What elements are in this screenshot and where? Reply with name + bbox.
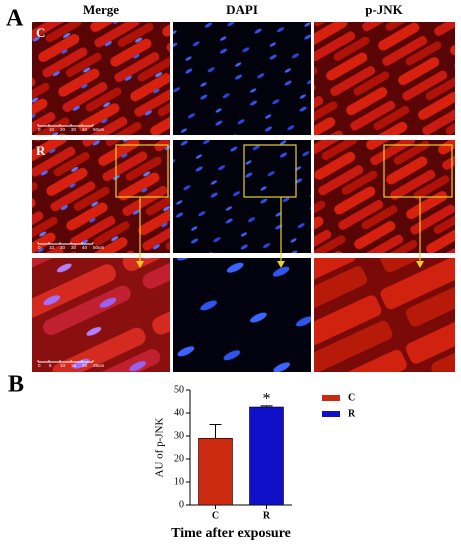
scale-bars: 0 10 20 30 40 50um 0 10 20 30 40 50um 0 5 10 15 20 25um: [37, 124, 105, 368]
scale-label: 10: [49, 127, 55, 132]
error-bar: [260, 405, 273, 408]
y-tick-label: 0: [179, 499, 184, 510]
panel-label: A: [6, 6, 24, 32]
scale-label: 30: [71, 245, 77, 250]
scale-label: 0: [38, 245, 41, 250]
scale-label: 20: [82, 363, 88, 368]
x-axis-label: Time after exposure: [171, 526, 291, 541]
scale-label: 5: [49, 363, 52, 368]
scale-label: 50um: [93, 245, 105, 250]
significance: *: [263, 391, 271, 408]
scale-label: 40: [82, 127, 88, 132]
scale-label: 30: [71, 127, 77, 132]
column-title: p-JNK: [365, 2, 403, 17]
bar-chart: AU of p-JNK Time after exposure 0 10 20 30 4…: [154, 384, 356, 541]
image: [173, 22, 311, 135]
row-label: C: [36, 25, 45, 40]
scale-label: 0: [38, 363, 41, 368]
image: [32, 22, 170, 135]
scale-label: 50um: [93, 127, 105, 132]
row-label: R: [36, 143, 46, 158]
scale-label: 20: [60, 127, 66, 132]
scale-label: 10: [60, 363, 66, 368]
y-tick-label: 30: [174, 430, 184, 441]
x-tick-label: C: [212, 510, 219, 521]
image: [314, 22, 455, 135]
column-title: DAPI: [226, 2, 258, 17]
x-tick-label: R: [263, 510, 271, 521]
y-axis-label: AU of p-JNK: [154, 418, 166, 478]
legend-label: C: [348, 392, 355, 403]
scale-label: 10: [49, 245, 55, 250]
scale-label: 25um: [93, 363, 105, 368]
scale-label: 15: [71, 363, 77, 368]
scale-label: 0: [38, 127, 41, 132]
y-tick-label: 10: [174, 476, 184, 487]
y-tick-label: 50: [174, 384, 184, 395]
image: [314, 258, 455, 372]
zoom-indicators: [115, 144, 453, 262]
bar: [249, 406, 284, 506]
bar: [198, 437, 233, 506]
y-tick-label: 20: [174, 453, 184, 464]
legend-swatch: [322, 411, 340, 417]
panel-label: B: [8, 372, 24, 398]
image: [173, 258, 311, 372]
image: [32, 258, 170, 372]
error-bar: [209, 424, 222, 439]
legend-swatch: [322, 395, 340, 401]
legend-label: R: [348, 408, 356, 419]
column-title: Merge: [83, 2, 119, 17]
y-tick-label: 40: [174, 407, 184, 418]
arrowheads: [136, 261, 424, 268]
scale-label: 20: [60, 245, 66, 250]
scale-label: 40: [82, 245, 88, 250]
